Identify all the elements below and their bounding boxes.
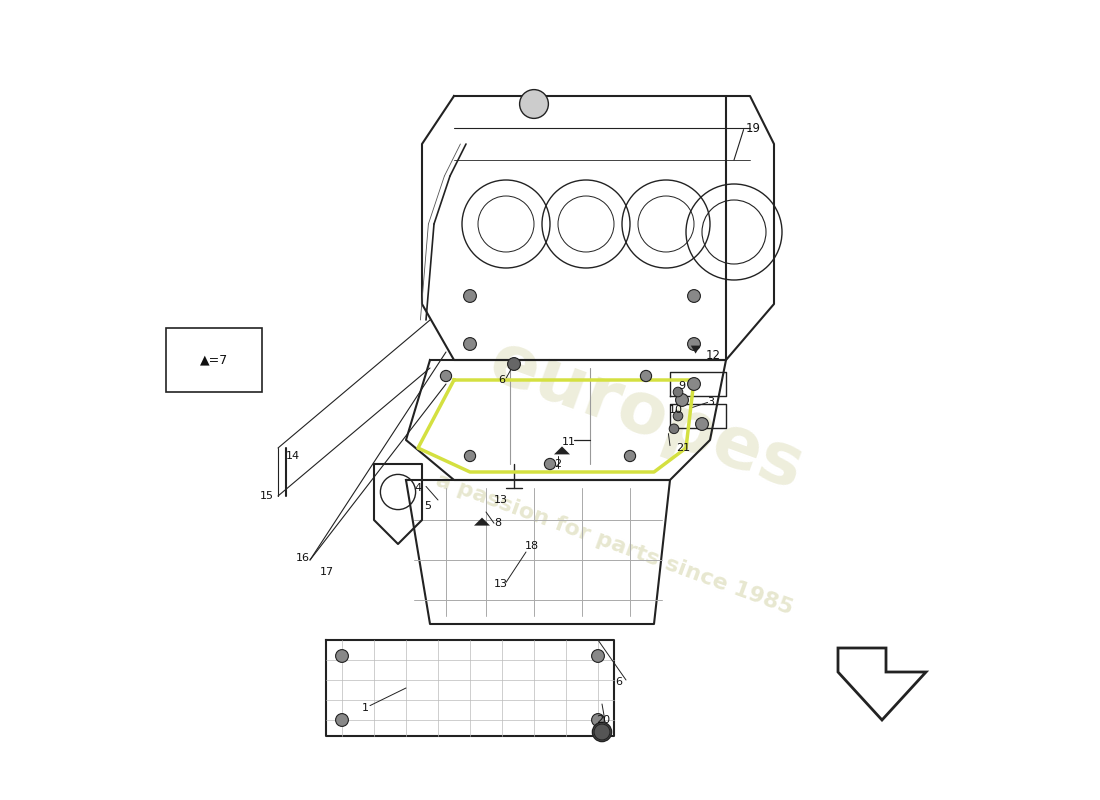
Text: 5: 5 [425,501,431,510]
Text: 15: 15 [260,491,274,501]
Circle shape [688,290,701,302]
Circle shape [688,338,701,350]
Text: 11: 11 [562,438,576,447]
Circle shape [688,378,701,390]
Text: 6: 6 [616,677,623,686]
Text: ▲=7: ▲=7 [200,354,228,366]
Polygon shape [554,446,570,454]
Text: 16: 16 [296,554,309,563]
Text: 3: 3 [707,398,715,407]
Circle shape [673,387,683,397]
Text: 17: 17 [320,567,333,577]
Polygon shape [474,518,490,526]
Text: 1: 1 [362,703,369,713]
Text: 18: 18 [525,541,539,550]
Circle shape [463,338,476,350]
Text: 14: 14 [286,451,300,461]
Circle shape [544,458,556,470]
Circle shape [640,370,651,382]
Text: 19: 19 [746,122,761,134]
Text: 2: 2 [554,459,562,469]
Circle shape [464,450,475,462]
Text: europes: europes [480,327,813,505]
Circle shape [669,424,679,434]
Text: 8: 8 [494,518,502,528]
FancyBboxPatch shape [166,328,262,392]
Circle shape [594,724,610,740]
Text: a passion for parts since 1985: a passion for parts since 1985 [432,470,795,618]
Circle shape [336,714,349,726]
Circle shape [675,394,689,406]
Polygon shape [691,346,701,354]
Circle shape [592,714,604,726]
Text: 9: 9 [678,381,685,390]
Text: 21: 21 [676,443,691,453]
Text: 12: 12 [706,350,721,362]
Polygon shape [838,648,926,720]
Circle shape [673,411,683,421]
Text: 6: 6 [498,375,505,385]
Circle shape [593,722,612,742]
Text: 20: 20 [596,715,611,725]
Circle shape [519,90,549,118]
Circle shape [695,418,708,430]
Circle shape [463,290,476,302]
Text: 10: 10 [669,405,682,414]
Circle shape [625,450,636,462]
Circle shape [440,370,452,382]
Text: 13: 13 [494,579,508,589]
Circle shape [592,650,604,662]
Text: 13: 13 [494,495,508,505]
Circle shape [336,650,349,662]
Circle shape [507,358,520,370]
Text: 4: 4 [414,483,421,493]
